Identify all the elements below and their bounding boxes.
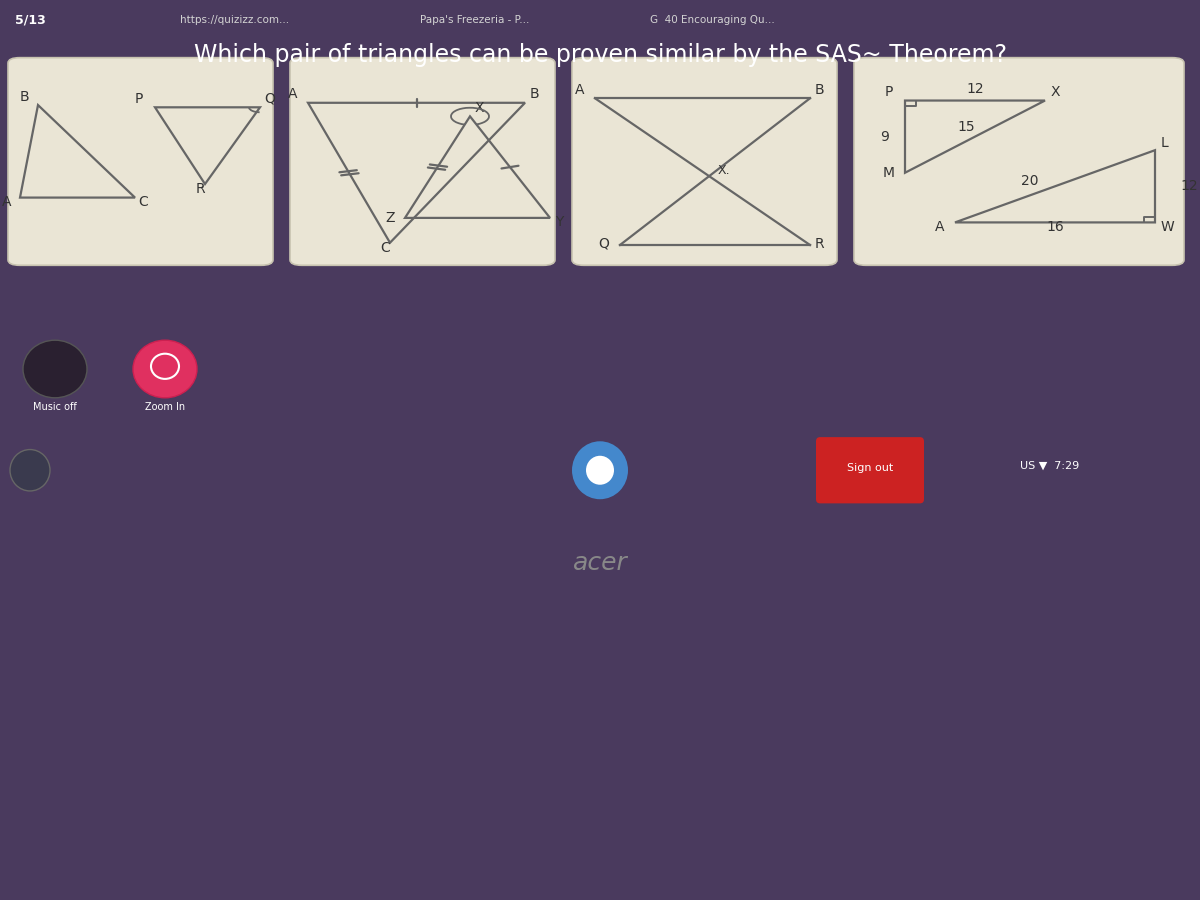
Text: Music off: Music off	[34, 401, 77, 412]
Text: A: A	[935, 220, 944, 234]
Text: P: P	[886, 85, 893, 99]
Text: Y: Y	[554, 215, 563, 229]
Text: A: A	[288, 87, 298, 102]
Text: Which pair of triangles can be proven similar by the SAS~ Theorem?: Which pair of triangles can be proven si…	[193, 43, 1007, 68]
Text: M: M	[883, 166, 895, 180]
Circle shape	[572, 441, 628, 500]
FancyBboxPatch shape	[854, 58, 1184, 266]
Text: Papa's Freezeria - P...: Papa's Freezeria - P...	[420, 14, 529, 25]
Text: X: X	[1051, 85, 1061, 99]
Text: C: C	[380, 241, 390, 255]
Text: 9: 9	[880, 130, 889, 144]
Text: X.: X.	[718, 164, 730, 177]
Text: Zoom In: Zoom In	[145, 401, 185, 412]
FancyBboxPatch shape	[816, 437, 924, 503]
Circle shape	[586, 455, 614, 485]
Text: G  40 Encouraging Qu...: G 40 Encouraging Qu...	[650, 14, 775, 25]
Text: 16: 16	[1046, 220, 1064, 234]
Text: Q: Q	[264, 92, 275, 106]
Text: https://quizizz.com...: https://quizizz.com...	[180, 14, 289, 25]
Text: Q: Q	[598, 237, 608, 251]
Text: R: R	[815, 237, 824, 251]
Text: C: C	[138, 194, 148, 209]
Text: 15: 15	[958, 120, 976, 134]
Text: L: L	[1162, 137, 1169, 150]
Text: 20: 20	[1021, 174, 1039, 188]
Text: B: B	[20, 90, 30, 104]
Text: Sign out: Sign out	[847, 464, 893, 473]
Text: 5/13: 5/13	[14, 14, 46, 26]
Text: B: B	[530, 87, 540, 102]
FancyBboxPatch shape	[8, 58, 274, 266]
Circle shape	[23, 340, 88, 398]
Text: W: W	[1162, 220, 1175, 234]
Text: Z: Z	[385, 211, 395, 224]
Text: X: X	[475, 101, 485, 115]
Text: P: P	[134, 92, 143, 106]
Text: 12: 12	[966, 82, 984, 96]
Text: US ▼  7:29: US ▼ 7:29	[1020, 460, 1080, 470]
FancyBboxPatch shape	[290, 58, 554, 266]
Circle shape	[10, 450, 50, 491]
Text: R: R	[196, 182, 205, 196]
Text: 12: 12	[1180, 179, 1198, 194]
Text: A: A	[575, 83, 584, 97]
Text: acer: acer	[572, 551, 628, 574]
Text: A: A	[2, 194, 12, 209]
Text: B: B	[815, 83, 824, 97]
FancyBboxPatch shape	[572, 58, 836, 266]
Circle shape	[133, 340, 197, 398]
